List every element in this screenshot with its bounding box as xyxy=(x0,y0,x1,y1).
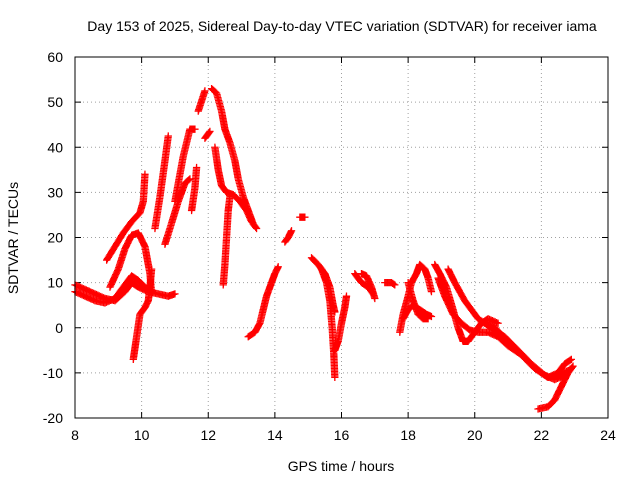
y-tick-label: 20 xyxy=(47,230,63,246)
data-markers xyxy=(71,84,577,413)
marker-trace xyxy=(317,265,339,382)
series-arc-w xyxy=(381,278,399,289)
marker-trace xyxy=(171,125,199,206)
marker-trace xyxy=(161,175,194,248)
series-arc-n xyxy=(219,193,234,289)
marker-trace xyxy=(481,319,572,382)
y-tick-label: -20 xyxy=(43,410,63,426)
y-axis-label: SDTVAR / TECUs xyxy=(5,182,21,294)
x-tick-label: 14 xyxy=(267,427,283,443)
series-arc-ae xyxy=(534,362,577,413)
series-arc-z xyxy=(404,278,432,323)
marker-trace xyxy=(201,127,214,142)
x-tick-label: 18 xyxy=(400,427,416,443)
series-arc-h xyxy=(171,125,199,206)
series-arc-s xyxy=(317,265,339,382)
x-tick-label: 16 xyxy=(334,427,350,443)
series-arc-p xyxy=(281,227,296,246)
chart-title: Day 153 of 2025, Sidereal Day-to-day VTE… xyxy=(87,18,597,34)
series-arc-ad xyxy=(481,319,572,382)
marker-trace xyxy=(244,263,282,341)
series-arc-j xyxy=(194,87,209,115)
y-tick-label: 60 xyxy=(47,49,63,65)
series-arc-q xyxy=(296,213,309,221)
x-tick-label: 8 xyxy=(71,427,79,443)
x-tick-label: 20 xyxy=(467,427,483,443)
y-tick-label: 30 xyxy=(47,184,63,200)
series-arc-k xyxy=(201,127,214,142)
x-tick-label: 22 xyxy=(534,427,550,443)
series-arc-g xyxy=(161,175,194,248)
marker-trace xyxy=(219,193,234,289)
series-arc-t xyxy=(331,292,351,354)
marker-trace xyxy=(381,278,399,289)
marker-trace xyxy=(281,227,296,246)
marker-trace xyxy=(187,163,201,215)
series-arc-f xyxy=(151,132,172,233)
series-arc-v xyxy=(357,269,379,303)
series-arc-m xyxy=(211,143,256,226)
series-arc-o xyxy=(244,263,282,341)
x-tick-label: 24 xyxy=(600,427,616,443)
x-tick-label: 12 xyxy=(200,427,216,443)
series-arc-c xyxy=(102,170,149,264)
marker-trace xyxy=(102,170,149,264)
y-tick-label: 0 xyxy=(55,320,63,336)
y-tick-label: -10 xyxy=(43,365,63,381)
marker-trace xyxy=(129,265,156,363)
y-tick-label: 40 xyxy=(47,139,63,155)
marker-trace xyxy=(331,292,351,354)
marker-trace xyxy=(404,278,432,323)
marker-trace xyxy=(151,132,172,233)
x-tick-label: 10 xyxy=(134,427,150,443)
y-tick-label: 10 xyxy=(47,275,63,291)
marker-trace xyxy=(211,143,256,226)
tick-labels: 8 10 12 14 16 18 20 22 24 -20 -10 0 10 20 30 40 50 60 xyxy=(43,49,616,443)
marker-trace xyxy=(194,87,209,115)
series-arc-i xyxy=(187,163,201,215)
series-arc-e xyxy=(129,265,156,363)
marker-trace xyxy=(296,213,309,221)
marker-trace xyxy=(534,362,577,413)
plot-frame xyxy=(74,56,609,419)
marker-trace xyxy=(357,269,379,303)
x-axis-label: GPS time / hours xyxy=(288,458,395,474)
y-tick-label: 50 xyxy=(47,94,63,110)
